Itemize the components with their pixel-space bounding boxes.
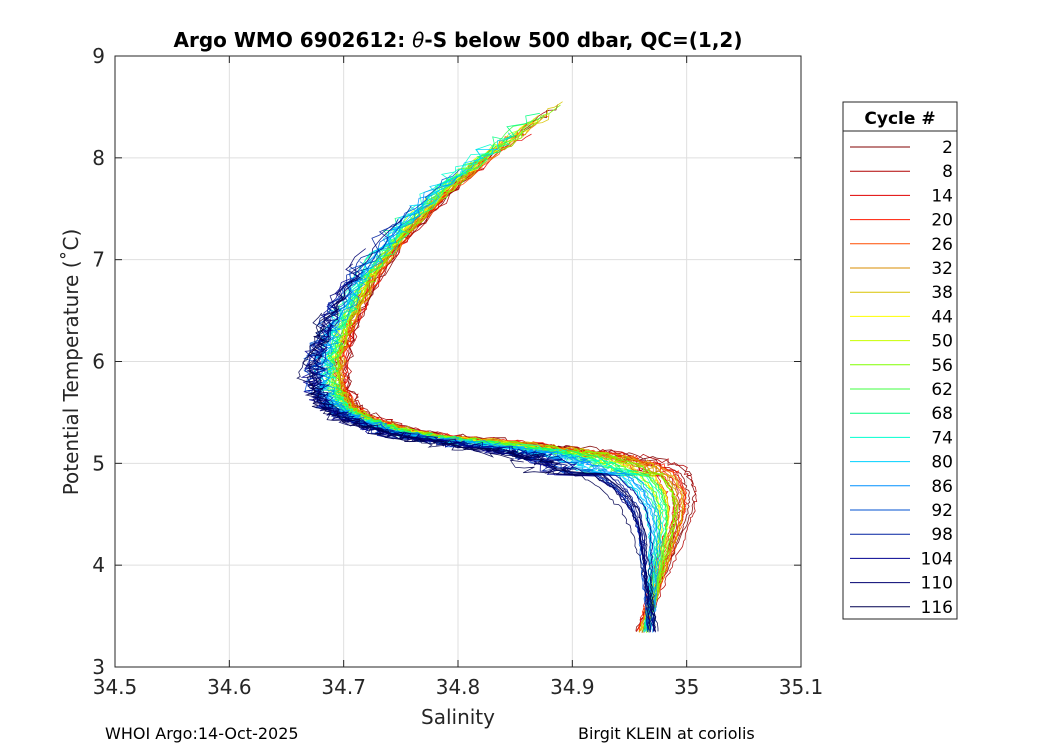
legend-label: 32 [931,259,953,279]
profile-cycle-110 [306,248,650,633]
x-tick-label: 35.1 [779,675,824,699]
x-tick-label: 34.7 [321,675,366,699]
legend: Cycle # 2 8 14 20 26 32 38 44 50 56 62 68 74 80 86 92 98… [842,101,958,620]
x-tick-label: 34.5 [93,675,138,699]
profile-cycle-116 [309,292,657,632]
legend-label: 26 [931,235,953,255]
y-tick-label: 7 [92,248,105,272]
y-tick-label: 3 [92,655,105,679]
legend-items: 2 8 14 20 26 32 38 44 50 56 62 68 74 80 86 92 98 104 110 11… [850,138,953,618]
legend-label: 110 [921,574,953,594]
legend-label: 74 [931,428,953,448]
legend-label: 8 [942,162,953,182]
y-axis-label: Potential Temperature (˚C) [59,229,83,496]
x-tick-label: 34.8 [436,675,481,699]
legend-label: 14 [931,186,953,206]
y-tick-label: 9 [92,44,105,68]
profile-cycle-98 [308,205,649,632]
legend-label: 104 [921,549,953,569]
legend-label: 116 [921,598,953,618]
legend-label: 92 [931,501,953,521]
legend-label: 2 [942,138,953,158]
footer-credit-date: WHOI Argo:14-Oct-2025 [105,724,299,743]
legend-box [842,101,958,620]
legend-label: 80 [931,453,953,473]
legend-label: 38 [931,283,953,303]
y-tick-label: 4 [92,553,105,577]
legend-label: 50 [931,332,953,352]
chart-title: Argo WMO 6902612: θ-S below 500 dbar, QC… [174,28,743,52]
legend-label: 98 [931,525,953,545]
legend-label: 20 [931,211,953,231]
legend-label: 56 [931,356,953,376]
y-tick-label: 8 [92,146,105,170]
profile-cycle-116 [296,312,659,632]
footer-author: Birgit KLEIN at coriolis [578,724,755,743]
profile-cycle-80 [314,149,653,633]
x-tick-label: 34.9 [550,675,595,699]
legend-label: 86 [931,477,953,497]
y-tick-label: 5 [92,451,105,475]
legend-title: Cycle # [864,109,935,129]
profile-cycle-8 [345,109,698,631]
legend-label: 68 [931,404,953,424]
x-tick-label: 35 [674,675,699,699]
legend-label: 62 [931,380,953,400]
legend-label: 44 [931,307,953,327]
profiles-layer [296,101,698,633]
x-axis-label: Salinity [421,705,495,729]
x-tick-label: 34.6 [207,675,252,699]
ticks-layer: 34.5 34.6 34.7 34.8 34.9 35 35.1 3 4 5 6 7 8 9 [92,44,823,699]
title-theta-symbol: θ [412,28,424,52]
y-tick-label: 6 [92,350,105,374]
